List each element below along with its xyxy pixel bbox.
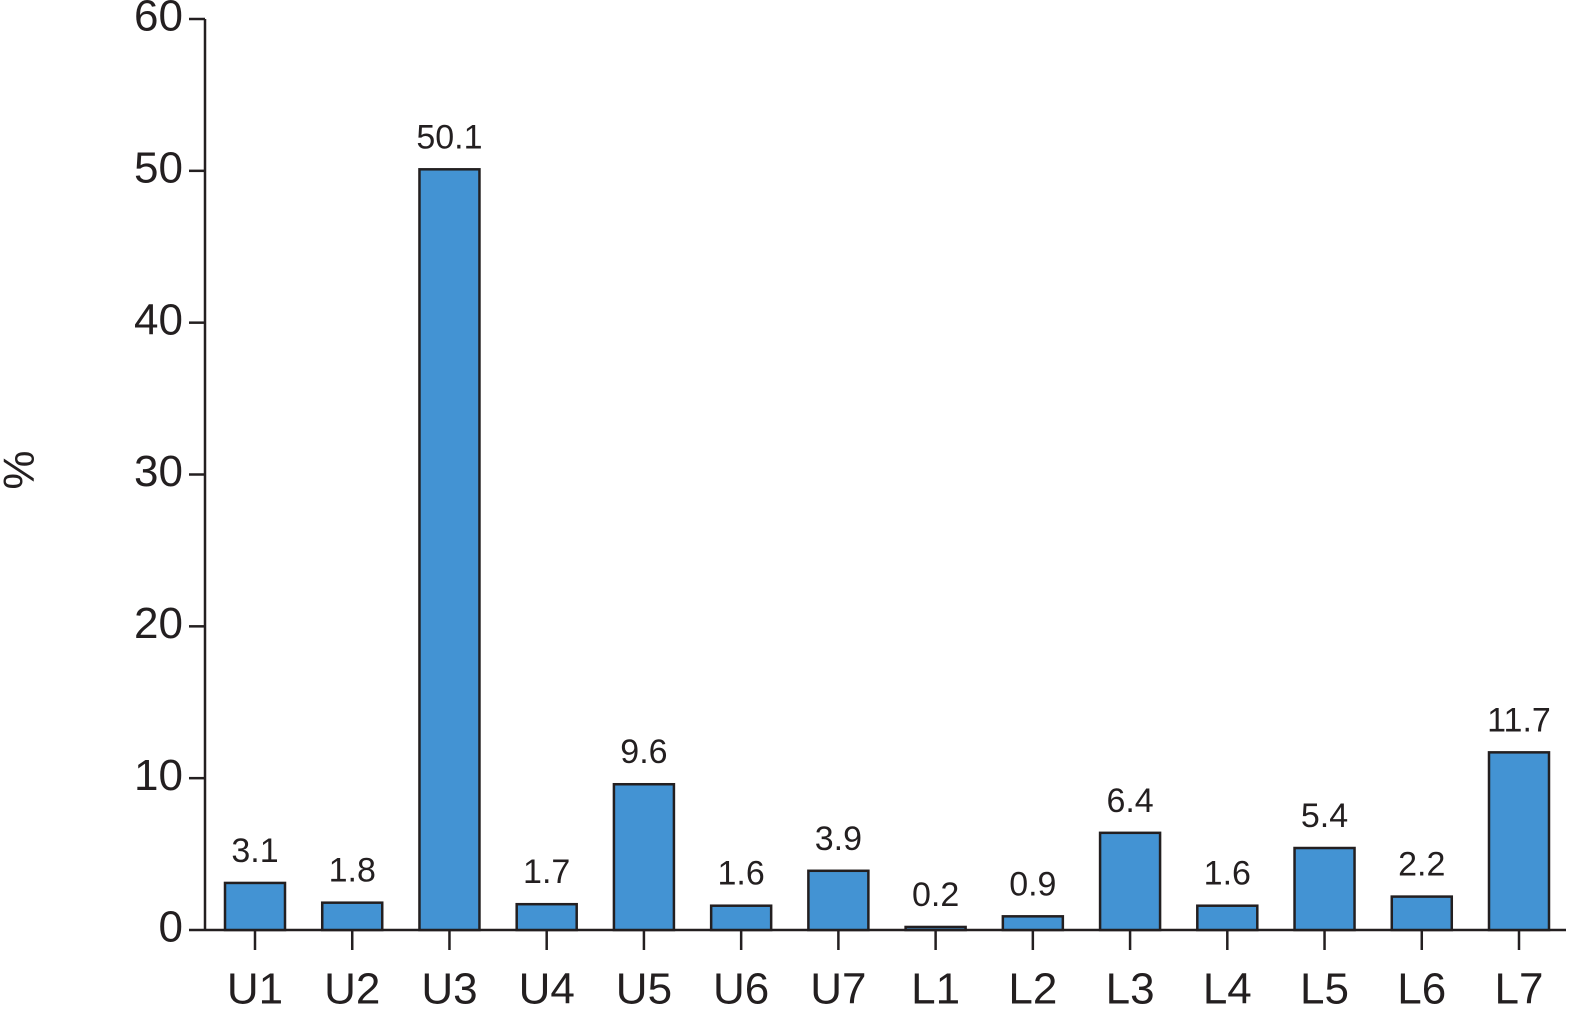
bar: [1001, 915, 1065, 932]
x-tick-label: U2: [324, 965, 380, 1014]
value-label: 0.2: [912, 876, 959, 914]
x-tick-label: U5: [616, 965, 672, 1014]
x-tick-label: L1: [911, 965, 960, 1014]
x-tick-label: U1: [227, 965, 283, 1014]
value-label: 2.2: [1398, 846, 1445, 884]
value-label: 6.4: [1106, 782, 1153, 820]
bar: [223, 881, 287, 932]
x-tick-label: L4: [1203, 965, 1252, 1014]
value-label: 1.6: [1204, 855, 1251, 893]
value-label: 1.6: [718, 855, 765, 893]
bar: [1390, 895, 1454, 932]
x-tick-label: U7: [810, 965, 866, 1014]
x-tick-label: U4: [519, 965, 575, 1014]
bar: [1293, 846, 1356, 932]
x-tick-label: L6: [1397, 965, 1446, 1014]
bar: [320, 901, 384, 932]
x-tick-label: L7: [1495, 965, 1544, 1014]
y-tick-label: 30: [134, 447, 183, 496]
bar: [418, 168, 481, 932]
value-label: 50.1: [416, 118, 482, 156]
value-label: 0.9: [1009, 865, 1056, 903]
x-tick-label: L2: [1008, 965, 1057, 1014]
bar: [807, 869, 870, 932]
bar: [1196, 904, 1259, 932]
value-label: 11.7: [1487, 701, 1551, 739]
value-label: 1.8: [329, 852, 376, 890]
x-tick-label: U3: [421, 965, 477, 1014]
bar: [1098, 831, 1162, 932]
bar: [709, 904, 773, 932]
y-axis-label: %: [0, 450, 44, 489]
value-label: 3.9: [815, 820, 862, 858]
value-label: 1.7: [523, 853, 570, 891]
bar: [612, 782, 676, 932]
y-tick-label: 40: [134, 295, 183, 344]
bar: [1487, 751, 1551, 932]
x-tick-label: L3: [1106, 965, 1155, 1014]
y-tick-label: 60: [134, 0, 183, 41]
y-tick-label: 0: [159, 903, 183, 952]
x-tick-label: U6: [713, 965, 769, 1014]
x-tick-label: L5: [1300, 965, 1349, 1014]
value-label: 9.6: [620, 733, 667, 771]
bar: [904, 925, 967, 932]
bar: [515, 902, 578, 932]
value-label: 5.4: [1301, 797, 1348, 835]
y-tick-label: 20: [134, 599, 183, 648]
value-label: 3.1: [231, 832, 278, 870]
y-tick-label: 50: [134, 143, 183, 192]
y-tick-label: 10: [134, 751, 183, 800]
